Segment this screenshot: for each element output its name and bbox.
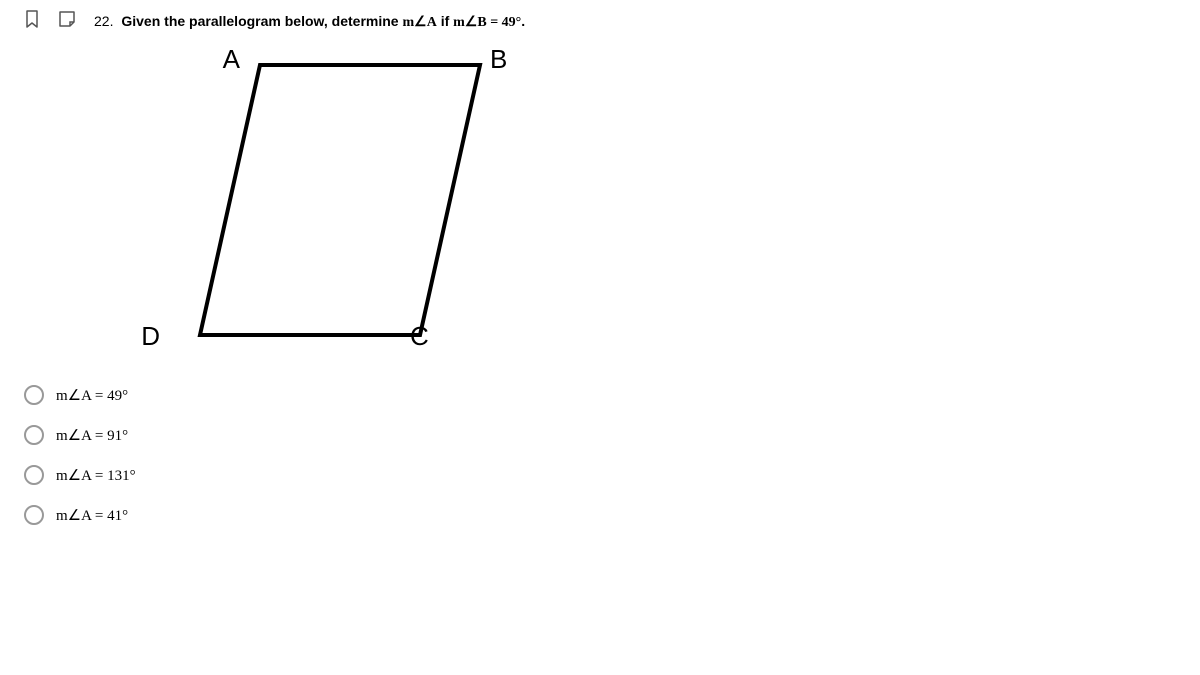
vertex-label-b: B [490,44,507,74]
option-label: m∠A = 41° [56,506,128,525]
question-number: 22. [94,13,113,29]
radio-icon[interactable] [24,425,44,445]
note-icon[interactable] [58,10,76,33]
option-1[interactable]: m∠A = 49° [24,385,136,405]
question-toolbar: 22. Given the parallelogram below, deter… [24,10,525,33]
vertex-label-c: C [410,321,429,351]
prompt-angle-b: m∠B = 49° [453,15,521,30]
radio-icon[interactable] [24,505,44,525]
answer-options: m∠A = 49° m∠A = 91° m∠A = 131° m∠A = 41° [24,385,136,525]
bookmark-icon[interactable] [24,10,40,33]
option-4[interactable]: m∠A = 41° [24,505,136,525]
prompt-suffix: . [521,13,525,29]
option-label: m∠A = 91° [56,426,128,445]
option-label: m∠A = 131° [56,466,136,485]
radio-icon[interactable] [24,385,44,405]
question-prompt: 22. Given the parallelogram below, deter… [94,13,525,31]
vertex-label-d: D [141,321,160,351]
prompt-angle-a: m∠A [402,15,436,30]
parallelogram-figure: A B C D [110,40,530,370]
option-3[interactable]: m∠A = 131° [24,465,136,485]
option-2[interactable]: m∠A = 91° [24,425,136,445]
prompt-prefix: Given the parallelogram below, determine [121,13,402,29]
parallelogram-shape [200,65,480,335]
vertex-label-a: A [223,44,241,74]
radio-icon[interactable] [24,465,44,485]
option-label: m∠A = 49° [56,386,128,405]
prompt-middle: if [437,13,453,29]
